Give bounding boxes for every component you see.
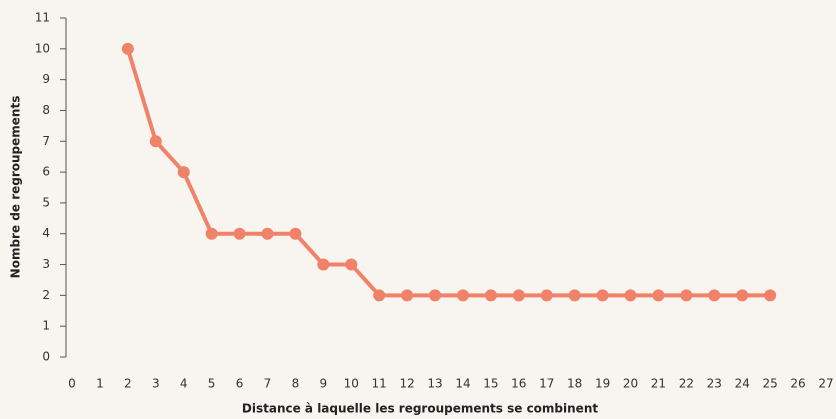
point <box>568 289 581 302</box>
y-tick-label: 0 <box>42 350 50 364</box>
x-tick-label: 11 <box>372 377 387 391</box>
x-axis-label: Distance à laquelle les regroupements se… <box>242 402 598 416</box>
point <box>624 289 637 302</box>
x-tick-label: 19 <box>595 377 610 391</box>
y-tick-label: 10 <box>35 41 50 55</box>
x-tick-label: 8 <box>292 377 300 391</box>
point <box>261 227 274 240</box>
x-tick-label: 14 <box>455 377 470 391</box>
x-tick-label: 0 <box>68 377 76 391</box>
x-tick-label: 16 <box>511 377 526 391</box>
x-tick-label: 10 <box>344 377 359 391</box>
y-tick-label: 3 <box>42 257 50 271</box>
point <box>345 258 358 271</box>
y-tick-label: 8 <box>42 103 50 117</box>
x-tick-label: 21 <box>651 377 666 391</box>
point <box>708 289 721 302</box>
y-tick-label: 6 <box>42 165 50 179</box>
x-tick-label: 4 <box>180 377 188 391</box>
point <box>652 289 665 302</box>
point <box>401 289 414 302</box>
y-tick-label: 11 <box>35 11 50 25</box>
x-tick-label: 12 <box>399 377 414 391</box>
point <box>373 289 386 302</box>
point <box>680 289 693 302</box>
point <box>512 289 525 302</box>
point <box>764 289 777 302</box>
y-tick-label: 9 <box>42 72 50 86</box>
x-tick-label: 7 <box>264 377 272 391</box>
point <box>177 166 190 179</box>
point <box>121 42 134 55</box>
point <box>289 227 302 240</box>
point <box>429 289 442 302</box>
x-tick-label: 24 <box>735 377 750 391</box>
y-tick-label: 2 <box>42 288 50 302</box>
x-tick-label: 25 <box>763 377 778 391</box>
x-tick-label: 1 <box>96 377 104 391</box>
point <box>456 289 469 302</box>
point <box>317 258 330 271</box>
x-tick-label: 2 <box>124 377 132 391</box>
point <box>596 289 609 302</box>
point <box>736 289 749 302</box>
point <box>149 135 162 148</box>
x-tick-label: 13 <box>427 377 442 391</box>
y-tick-label: 7 <box>42 134 50 148</box>
x-tick-label: 3 <box>152 377 160 391</box>
y-tick-label: 1 <box>42 319 50 333</box>
x-tick-label: 6 <box>236 377 244 391</box>
point <box>540 289 553 302</box>
point <box>233 227 246 240</box>
y-tick-label: 4 <box>42 226 50 240</box>
x-tick-label: 9 <box>320 377 328 391</box>
x-tick-label: 22 <box>679 377 694 391</box>
x-tick-label: 17 <box>539 377 554 391</box>
x-tick-label: 27 <box>818 377 833 391</box>
x-tick-label: 18 <box>567 377 582 391</box>
point <box>484 289 497 302</box>
x-tick-label: 20 <box>623 377 638 391</box>
point <box>205 227 218 240</box>
x-tick-label: 23 <box>707 377 722 391</box>
x-tick-label: 5 <box>208 377 216 391</box>
x-tick-label: 15 <box>483 377 498 391</box>
y-axis-label: Nombre de regroupements <box>9 96 23 279</box>
x-tick-label: 26 <box>790 377 805 391</box>
y-tick-label: 5 <box>42 195 50 209</box>
